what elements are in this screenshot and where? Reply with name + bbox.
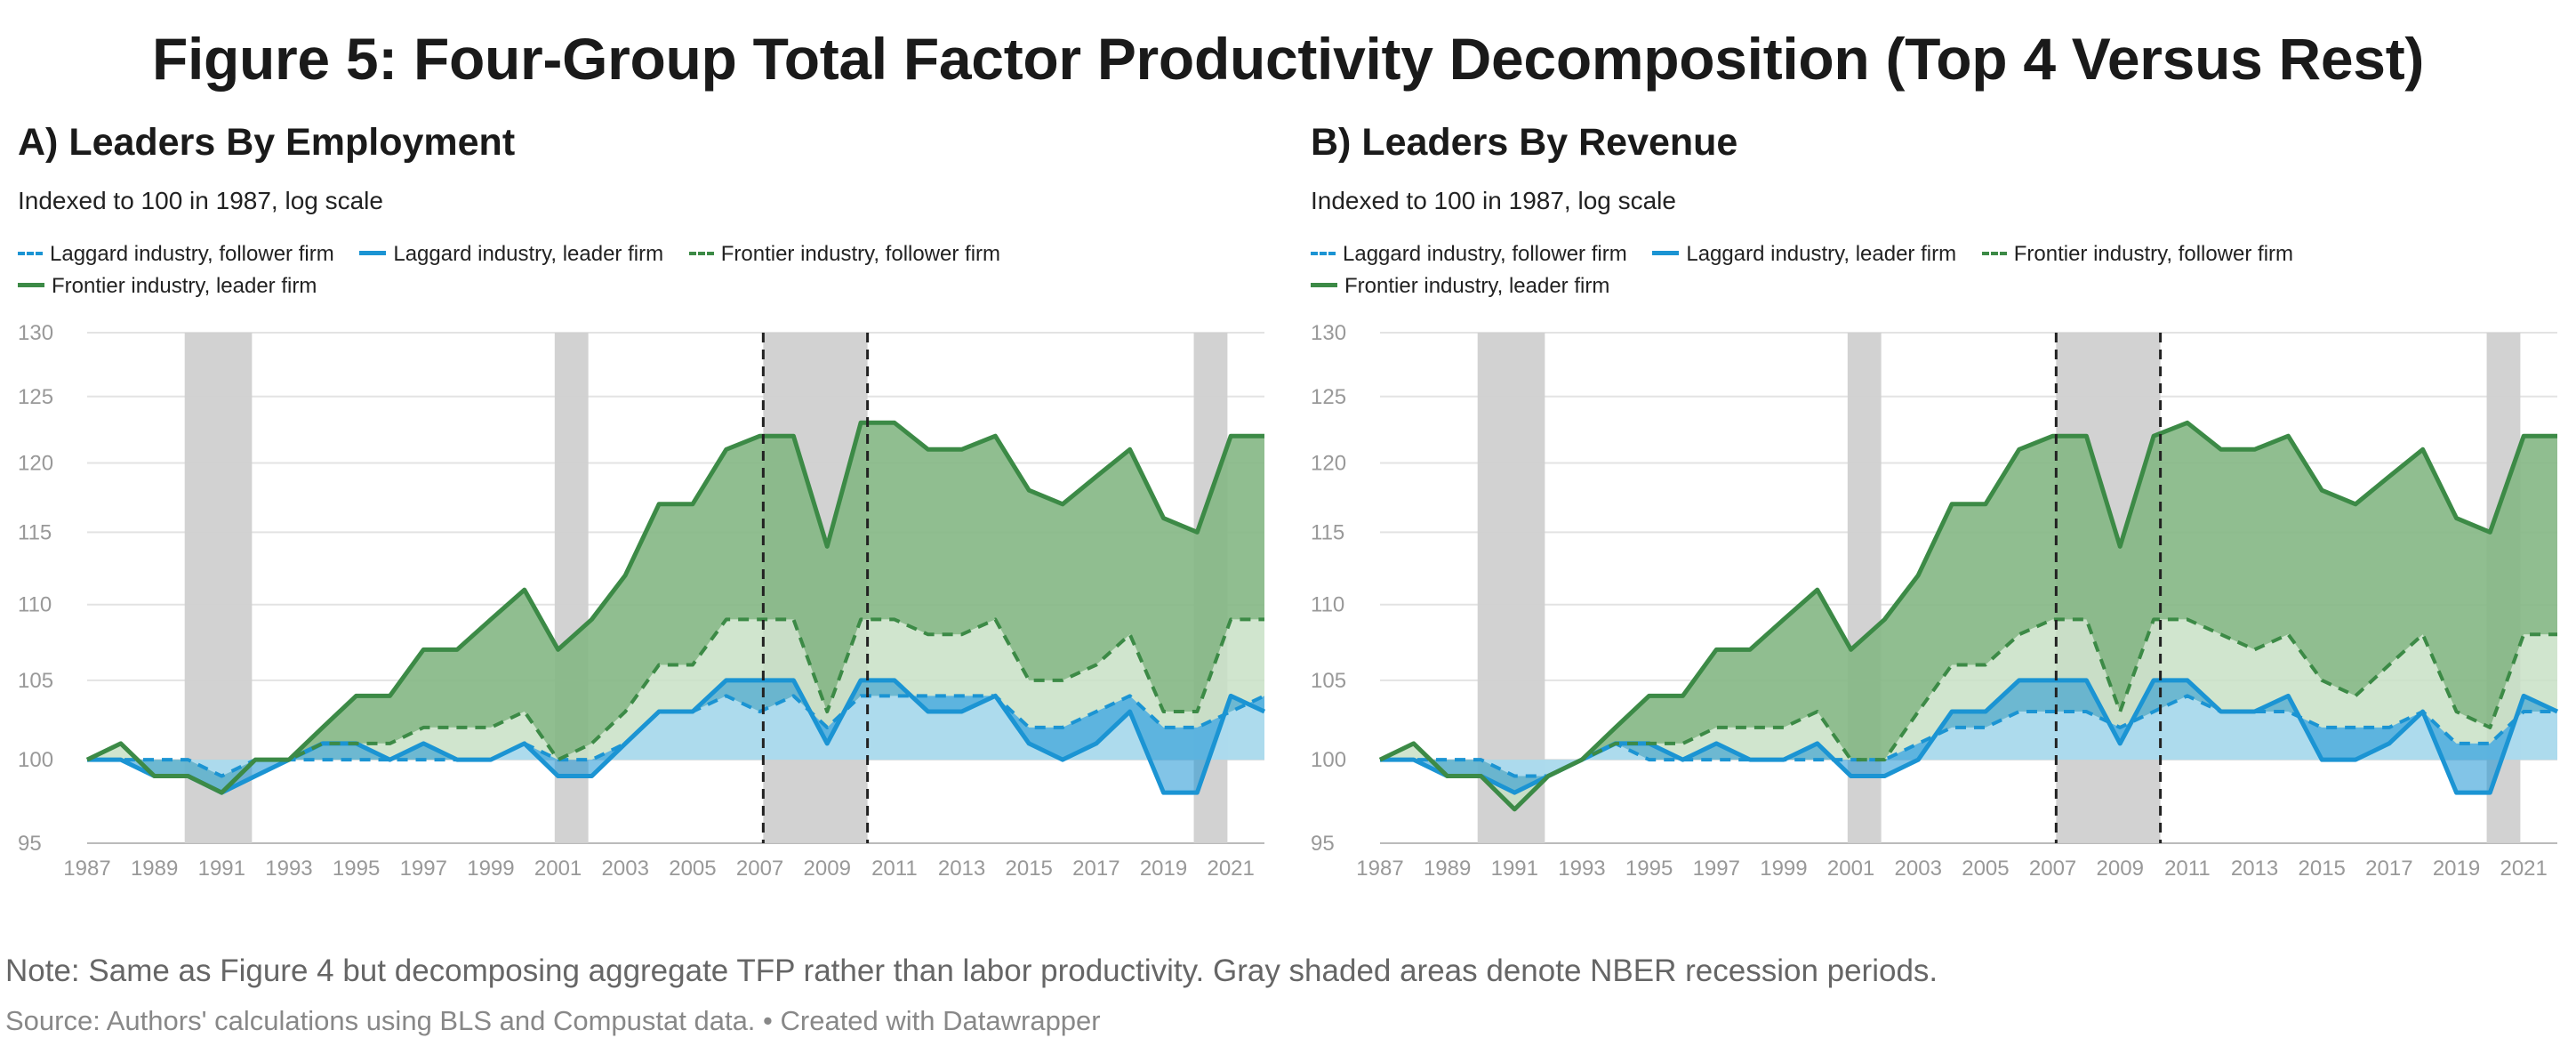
legend-label: Laggard industry, leader firm [393, 242, 664, 266]
panel-subtitle: Indexed to 100 in 1987, log scale [18, 187, 383, 214]
y-tick-label: 120 [1311, 451, 1346, 475]
figure-note: Note: Same as Figure 4 but decomposing a… [5, 953, 1938, 988]
legend-item-laggard-leader: Laggard industry, leader firm [1652, 238, 1956, 270]
y-tick-label: 110 [18, 593, 52, 617]
x-tick-label: 2001 [1827, 857, 1874, 881]
series-line-frontier-leader [85, 420, 1264, 795]
legend-item-laggard-follower: Laggard industry, follower firm [18, 238, 334, 270]
x-tick-label: 2011 [871, 857, 918, 881]
x-tick-label: 2001 [534, 857, 582, 881]
legend-item-frontier-leader: Frontier industry, leader firm [18, 270, 317, 302]
legend: Laggard industry, follower firm Laggard … [18, 238, 1280, 302]
x-tick-label: 2005 [1962, 857, 2009, 881]
x-tick-label: 1989 [131, 857, 178, 881]
series-line-frontier-leader [1378, 420, 2557, 812]
x-tick-label: 2019 [1140, 857, 1187, 881]
figure-source: Source: Authors' calculations using BLS … [5, 1005, 1101, 1036]
x-tick-label: 1991 [198, 857, 245, 881]
x-tick-label: 2003 [1895, 857, 1942, 881]
y-tick-label: 125 [18, 385, 53, 409]
legend-label: Frontier industry, follower firm [2013, 242, 2294, 266]
recession-band [1477, 333, 1545, 843]
y-tick-label: 125 [1311, 385, 1346, 409]
x-tick-label: 2015 [1006, 857, 1053, 881]
legend-solid-blue-swatch [1652, 251, 1680, 256]
panel-title: A) Leaders By Employment [18, 121, 516, 164]
legend-dashed-blue-swatch [1311, 251, 1336, 255]
x-tick-label: 2013 [938, 857, 985, 881]
legend-label: Frontier industry, leader firm [1344, 274, 1610, 298]
frontier-leader-area [87, 422, 1264, 793]
legend-item-frontier-follower: Frontier industry, follower firm [1981, 238, 2294, 270]
legend-dashed-blue-swatch [18, 251, 43, 255]
y-tick-label: 115 [18, 520, 52, 544]
legend-label: Frontier industry, follower firm [720, 242, 1001, 266]
legend-label: Laggard industry, leader firm [1686, 242, 1957, 266]
laggard-follower-area [1380, 696, 2557, 776]
x-tick-label: 1997 [400, 857, 447, 881]
x-tick-label: 2007 [2029, 857, 2076, 881]
laggard-follower-area [87, 696, 1264, 776]
legend-solid-blue-swatch [359, 251, 387, 256]
panel-a: A) Leaders By Employment Indexed to 100 … [18, 121, 1289, 957]
y-tick-label: 95 [18, 832, 42, 856]
recession-band [184, 333, 253, 843]
y-tick-label: 130 [1311, 321, 1346, 345]
chart-a: 95 100 105 110 115 120 125 130 1987 1989 1991 1993 1… [18, 321, 1266, 881]
panel-title: B) Leaders By Revenue [1311, 121, 1738, 164]
x-tick-label: 1987 [63, 857, 110, 881]
x-tick-label: 2015 [2299, 857, 2346, 881]
legend-label: Laggard industry, follower firm [50, 242, 334, 266]
x-tick-label: 2011 [2164, 857, 2211, 881]
x-tick-label: 2005 [669, 857, 716, 881]
x-tick-label: 2009 [804, 857, 851, 881]
y-tick-label: 105 [1311, 669, 1346, 693]
y-tick-label: 115 [1311, 520, 1344, 544]
legend-item-frontier-follower: Frontier industry, follower firm [688, 238, 1001, 270]
y-tick-label: 95 [1311, 832, 1335, 856]
y-tick-label: 100 [1311, 748, 1346, 772]
legend: Laggard industry, follower firm Laggard … [1311, 238, 2573, 302]
x-tick-label: 2021 [1207, 857, 1254, 881]
x-tick-label: 2007 [736, 857, 783, 881]
x-tick-label: 1995 [333, 857, 380, 881]
legend-solid-green-swatch [18, 283, 44, 288]
x-tick-label: 2021 [2500, 857, 2547, 881]
x-tick-label: 1993 [1558, 857, 1605, 881]
legend-dashed-green-swatch [688, 251, 714, 255]
frontier-leader-area [1380, 422, 2557, 809]
y-tick-label: 120 [18, 451, 53, 475]
y-tick-label: 100 [18, 748, 53, 772]
legend-item-laggard-follower: Laggard industry, follower firm [1311, 238, 1627, 270]
x-tick-label: 2003 [602, 857, 649, 881]
x-tick-label: 1995 [1625, 857, 1673, 881]
legend-item-laggard-leader: Laggard industry, leader firm [359, 238, 663, 270]
panel-b: B) Leaders By Revenue Indexed to 100 in … [1311, 121, 2576, 957]
legend-solid-green-swatch [1311, 283, 1337, 288]
x-tick-label: 2017 [1072, 857, 1119, 881]
y-tick-label: 105 [18, 669, 53, 693]
series-line-laggard-leader [87, 678, 1266, 795]
x-tick-label: 2017 [2365, 857, 2412, 881]
x-tick-label: 2009 [2097, 857, 2144, 881]
x-tick-label: 2019 [2433, 857, 2480, 881]
x-tick-label: 2013 [2231, 857, 2278, 881]
x-tick-label: 1993 [265, 857, 312, 881]
y-tick-label: 110 [1311, 593, 1344, 617]
x-tick-label: 1999 [467, 857, 514, 881]
legend-dashed-green-swatch [1981, 251, 2007, 255]
x-tick-label: 1997 [1693, 857, 1740, 881]
figure-title: Figure 5: Four-Group Total Factor Produc… [151, 26, 2425, 92]
x-tick-label: 1989 [1424, 857, 1471, 881]
y-tick-label: 130 [18, 321, 53, 345]
laggard-leader-area [87, 680, 1264, 793]
x-tick-label: 1999 [1760, 857, 1807, 881]
legend-label: Frontier industry, leader firm [52, 274, 317, 298]
panel-subtitle: Indexed to 100 in 1987, log scale [1311, 187, 1676, 214]
x-tick-label: 1987 [1356, 857, 1403, 881]
x-tick-label: 1991 [1491, 857, 1538, 881]
legend-item-frontier-leader: Frontier industry, leader firm [1311, 270, 1609, 302]
legend-label: Laggard industry, follower firm [1343, 242, 1627, 266]
chart-b: 95 100 105 110 115 120 125 130 1987 1989 1991 1993 1… [1311, 321, 2559, 881]
